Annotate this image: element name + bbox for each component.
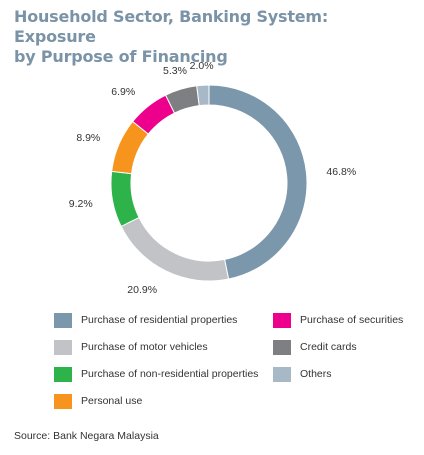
legend-swatch [273, 339, 291, 355]
legend-item-purchase-of-motor-vehicles: Purchase of motor vehicles [54, 339, 208, 355]
slice-label-credit-cards: 5.3% [163, 65, 187, 77]
legend-item-purchase-of-securities: Purchase of securities [273, 312, 403, 328]
legend-item-purchase-of-non-residential-properties: Purchase of non-residential properties [54, 366, 258, 382]
legend-item-personal-use: Personal use [54, 393, 142, 409]
slice-label-purchase-of-non-residential-properties: 9.2% [69, 198, 93, 210]
chart-title-line-1: Household Sector, Banking System: Exposu… [14, 7, 329, 46]
legend-label: Purchase of motor vehicles [81, 341, 208, 353]
legend-swatch [54, 393, 72, 409]
slice-purchase-of-non-residential-properties [110, 170, 140, 228]
legend-swatch [54, 366, 72, 382]
legend-label: Others [300, 368, 332, 380]
legend-swatch [54, 312, 72, 328]
legend-swatch [273, 312, 291, 328]
legend-label: Purchase of residential properties [81, 314, 238, 326]
legend-swatch [54, 339, 72, 355]
chart-title: Household Sector, Banking System: Exposu… [14, 7, 414, 67]
slice-purchase-of-motor-vehicles [120, 216, 230, 282]
slice-label-purchase-of-securities: 6.9% [111, 86, 135, 98]
slice-others [196, 84, 210, 107]
legend-label: Personal use [81, 395, 143, 407]
slice-label-purchase-of-residential-properties: 46.8% [326, 166, 356, 178]
legend-swatch [273, 366, 291, 382]
legend-item-credit-cards: Credit cards [273, 339, 357, 355]
slice-label-personal-use: 8.9% [76, 132, 100, 144]
legend-label: Purchase of non-residential properties [81, 368, 259, 380]
legend-item-others: Others [273, 366, 332, 382]
slice-label-purchase-of-motor-vehicles: 20.9% [127, 284, 157, 296]
chart-title-line-2: by Purpose of Financing [14, 47, 228, 66]
legend-label: Credit cards [300, 341, 357, 353]
legend-label: Purchase of securities [300, 314, 404, 326]
slice-label-others: 2.0% [190, 60, 214, 72]
donut-chart: 46.8% 20.9% 9.2% 8.9% 6.9% 5.3% 2.0% [69, 60, 356, 296]
source-note: Source: Bank Negara Malaysia [14, 430, 159, 442]
legend-item-purchase-of-residential-properties: Purchase of residential properties [54, 312, 237, 328]
slice-purchase-of-residential-properties [208, 84, 308, 280]
